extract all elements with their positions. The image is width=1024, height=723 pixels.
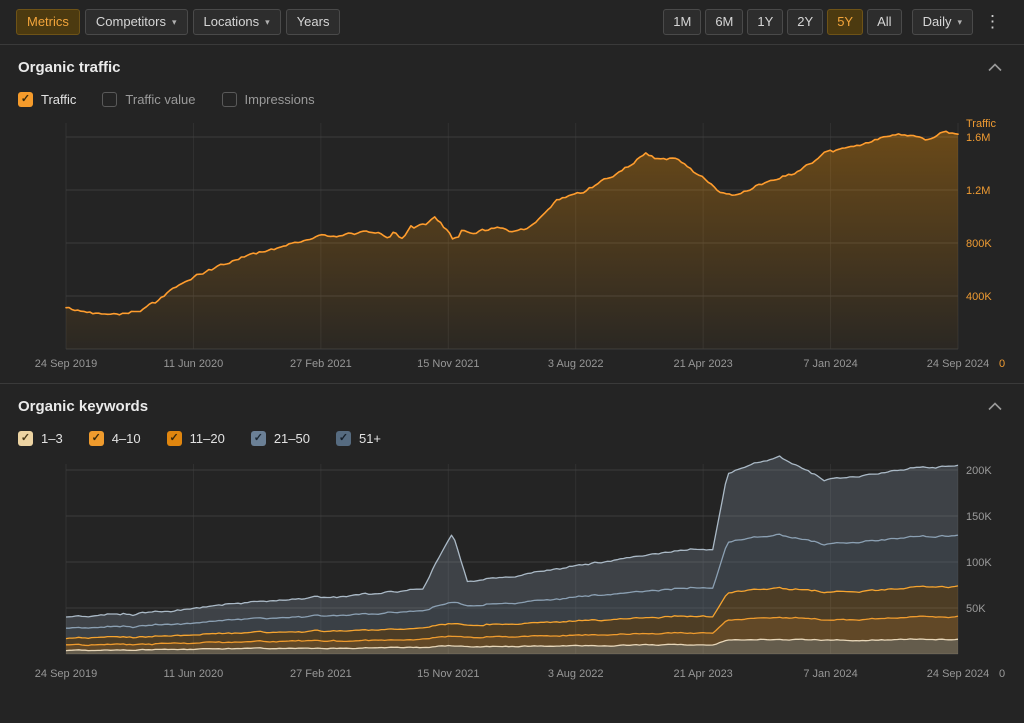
legend-label: 4–10: [111, 431, 141, 446]
checkbox-checked-icon: ✓: [18, 92, 33, 107]
range-button-all[interactable]: All: [867, 9, 902, 35]
collapse-traffic-section-icon[interactable]: [984, 59, 1006, 76]
range-button-6m[interactable]: 6M: [705, 9, 744, 35]
svg-text:27 Feb 2021: 27 Feb 2021: [290, 358, 352, 370]
button-label: Competitors: [95, 14, 166, 29]
svg-text:11 Jun 2020: 11 Jun 2020: [164, 358, 224, 370]
chevron-up-icon: [988, 63, 1002, 72]
checkbox-unchecked-icon: [221, 92, 237, 107]
traffic-legend-item-impressions[interactable]: Impressions: [221, 92, 315, 107]
toolbar-button-metrics[interactable]: Metrics: [16, 9, 80, 35]
legend-label: 21–50: [273, 431, 310, 446]
svg-text:24 Sep 2019: 24 Sep 2019: [35, 358, 97, 370]
svg-text:15 Nov 2021: 15 Nov 2021: [417, 358, 479, 370]
chevron-down-icon: ▾: [957, 16, 962, 27]
keywords-legend: ✓ 1–3 ✓ 4–10 ✓ 11–20 ✓ 21–50 ✓ 51+: [18, 431, 1006, 446]
svg-text:3 Aug 2022: 3 Aug 2022: [548, 668, 604, 680]
button-label: Years: [296, 14, 330, 29]
chevron-down-icon: ▾: [265, 16, 270, 27]
button-label: 1M: [673, 14, 692, 29]
button-label: 5Y: [837, 14, 854, 29]
toolbar-button-years[interactable]: Years: [285, 9, 341, 35]
checkbox-checked-icon: ✓: [88, 431, 104, 446]
keywords-legend-item-21–50[interactable]: ✓ 21–50: [250, 431, 310, 446]
keywords-legend-item-1–3[interactable]: ✓ 1–3: [18, 431, 63, 446]
svg-text:50K: 50K: [966, 603, 986, 615]
svg-text:150K: 150K: [966, 511, 992, 523]
range-button-1m[interactable]: 1M: [663, 9, 702, 35]
checkbox-unchecked-icon: [102, 92, 118, 107]
svg-text:27 Feb 2021: 27 Feb 2021: [290, 668, 352, 680]
toolbar-left-group: Metrics Competitors ▾ Locations ▾ Years: [16, 9, 341, 35]
legend-label: 51+: [358, 431, 382, 446]
button-label: 6M: [715, 14, 734, 29]
svg-text:24 Sep 2024: 24 Sep 2024: [927, 358, 989, 370]
button-label: Metrics: [27, 14, 69, 29]
button-label: All: [877, 14, 892, 29]
svg-text:11 Jun 2020: 11 Jun 2020: [164, 668, 224, 680]
svg-text:3 Aug 2022: 3 Aug 2022: [548, 358, 604, 370]
legend-label: Impressions: [244, 92, 315, 107]
button-label: 1Y: [757, 14, 774, 29]
organic-traffic-header: Organic traffic: [16, 45, 1008, 76]
svg-text:24 Sep 2019: 24 Sep 2019: [35, 668, 97, 680]
organic-keywords-section: Organic keywords ✓ 1–3 ✓ 4–10 ✓ 11–20 ✓ 21–50 ✓ 5…: [0, 383, 1024, 684]
svg-text:100K: 100K: [966, 557, 992, 569]
svg-text:24 Sep 2024: 24 Sep 2024: [927, 668, 989, 680]
date-range-group: 1M 6M 1Y 2Y 5Y All: [663, 9, 902, 35]
legend-label: 1–3: [41, 431, 63, 446]
checkbox-checked-icon: ✓: [250, 431, 266, 446]
organic-traffic-chart[interactable]: Traffic 1.6M 1.2M 800K 400K 0 24 Sep 2019 11 Ju…: [16, 115, 1008, 373]
button-label: Locations: [203, 14, 260, 29]
svg-text:21 Apr 2023: 21 Apr 2023: [673, 358, 732, 370]
interval-label: Daily: [922, 14, 952, 29]
svg-text:200K: 200K: [966, 465, 992, 477]
organic-traffic-section: Organic traffic ✓ Traffic Traffic value Imp…: [0, 45, 1024, 373]
checkbox-checked-icon: ✓: [166, 431, 182, 446]
button-label: 2Y: [797, 14, 814, 29]
svg-text:0: 0: [999, 358, 1005, 370]
checkbox-checked-icon: ✓: [18, 431, 33, 446]
toolbar-button-locations[interactable]: Locations ▾: [192, 9, 281, 35]
svg-text:800K: 800K: [966, 238, 992, 250]
range-button-2y[interactable]: 2Y: [787, 9, 824, 35]
svg-text:400K: 400K: [966, 291, 992, 303]
keywords-legend-item-51+[interactable]: ✓ 51+: [335, 431, 382, 446]
toolbar-right-group: 1M 6M 1Y 2Y 5Y All Daily ▾ ⋮: [663, 9, 1008, 35]
svg-text:7 Jan 2024: 7 Jan 2024: [803, 668, 857, 680]
traffic-legend-item-traffic[interactable]: ✓ Traffic: [18, 92, 76, 107]
chevron-up-icon: [988, 402, 1002, 411]
keywords-legend-item-4–10[interactable]: ✓ 4–10: [88, 431, 141, 446]
svg-text:1.2M: 1.2M: [966, 185, 990, 197]
svg-text:0: 0: [999, 668, 1005, 680]
svg-text:21 Apr 2023: 21 Apr 2023: [673, 668, 732, 680]
svg-text:15 Nov 2021: 15 Nov 2021: [417, 668, 479, 680]
traffic-legend-item-traffic-value[interactable]: Traffic value: [102, 92, 196, 107]
traffic-legend: ✓ Traffic Traffic value Impressions: [18, 92, 1006, 107]
organic-keywords-chart[interactable]: 200K 150K 100K 50K 0 24 Sep 2019 11 Jun 2020 27…: [16, 454, 1008, 684]
keywords-legend-item-11–20[interactable]: ✓ 11–20: [166, 431, 225, 446]
kebab-menu-icon[interactable]: ⋮: [984, 12, 1001, 31]
app-root: Metrics Competitors ▾ Locations ▾ Years 1M 6M 1…: [0, 0, 1024, 684]
legend-label: 11–20: [189, 431, 225, 446]
interval-dropdown[interactable]: Daily ▾: [911, 9, 973, 35]
legend-label: Traffic: [41, 92, 77, 107]
chevron-down-icon: ▾: [171, 16, 177, 27]
organic-traffic-title: Organic traffic: [18, 59, 121, 76]
organic-keywords-header: Organic keywords: [16, 384, 1008, 415]
checkbox-checked-icon: ✓: [335, 431, 351, 446]
organic-keywords-title: Organic keywords: [18, 398, 149, 415]
range-button-5y[interactable]: 5Y: [827, 9, 864, 35]
svg-text:1.6M: 1.6M: [966, 132, 990, 144]
collapse-keywords-section-icon[interactable]: [984, 398, 1006, 415]
svg-text:7 Jan 2024: 7 Jan 2024: [803, 358, 857, 370]
svg-text:Traffic: Traffic: [966, 118, 996, 130]
range-button-1y[interactable]: 1Y: [747, 9, 784, 35]
toolbar: Metrics Competitors ▾ Locations ▾ Years 1M 6M 1…: [0, 0, 1024, 45]
legend-label: Traffic value: [125, 92, 196, 107]
toolbar-button-competitors[interactable]: Competitors ▾: [84, 9, 188, 35]
